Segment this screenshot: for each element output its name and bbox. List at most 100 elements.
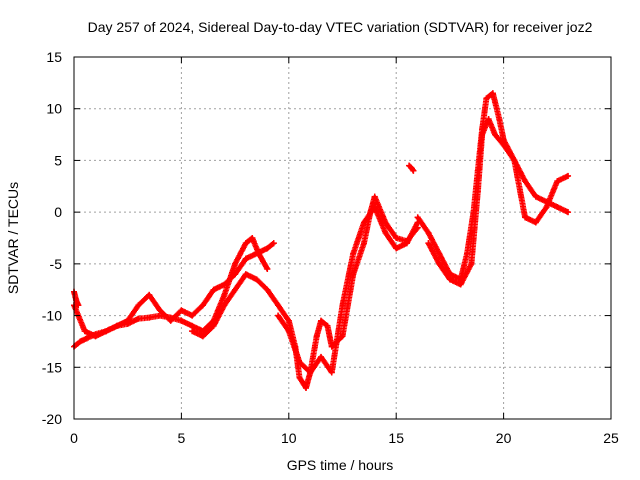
data-point — [360, 240, 367, 247]
data-point — [324, 322, 331, 329]
data-point — [199, 328, 206, 335]
data-point — [103, 328, 110, 335]
data-point — [474, 188, 481, 195]
data-point — [253, 250, 260, 257]
y-tick-label: -20 — [42, 411, 62, 427]
data-point — [135, 315, 142, 322]
data-point — [436, 260, 443, 267]
data-point — [253, 276, 260, 283]
data-point — [264, 266, 271, 273]
x-tick-label: 10 — [281, 430, 297, 446]
data-point — [124, 317, 131, 324]
data-point — [199, 302, 206, 309]
data-point — [81, 328, 88, 335]
data-point — [483, 95, 490, 102]
data-point — [457, 281, 464, 288]
data-point — [522, 214, 529, 221]
y-tick-label: -10 — [42, 308, 62, 324]
data-point — [313, 333, 320, 340]
series-track-7 — [406, 162, 417, 174]
data-point — [468, 260, 475, 267]
data-point — [135, 302, 142, 309]
data-point — [511, 157, 518, 164]
data-point — [532, 193, 539, 200]
x-tick-label: 15 — [388, 430, 404, 446]
data-point — [113, 322, 120, 329]
plot-frame — [73, 56, 612, 420]
data-point — [410, 167, 417, 174]
data-point — [328, 343, 335, 350]
y-tick-label: 5 — [54, 152, 62, 168]
data-point — [371, 203, 378, 210]
x-tick-label: 25 — [603, 430, 619, 446]
data-point — [232, 286, 239, 293]
data-point — [371, 193, 378, 200]
data-point — [464, 250, 471, 257]
data-point — [393, 235, 400, 241]
data-point — [156, 312, 163, 319]
data-point — [479, 131, 486, 138]
data-point — [178, 317, 185, 324]
data-point — [242, 255, 249, 262]
data-point — [275, 312, 282, 319]
data-point — [393, 245, 400, 252]
data-point — [221, 291, 228, 298]
data-point — [554, 178, 561, 185]
data-point — [242, 240, 249, 247]
data-point — [296, 374, 303, 381]
data-point — [210, 322, 217, 329]
y-axis-label: SDTVAR / TECUs — [5, 182, 21, 294]
data-point — [522, 178, 529, 185]
data-point — [302, 384, 309, 391]
data-point — [189, 322, 196, 329]
data-point — [92, 333, 99, 340]
data-point — [221, 281, 228, 288]
data-point — [264, 245, 271, 252]
data-point — [249, 235, 256, 241]
data-point — [328, 369, 335, 376]
data-point — [318, 353, 325, 360]
data-point — [360, 219, 367, 226]
data-point — [408, 164, 415, 171]
y-tick-label: 15 — [46, 49, 62, 65]
data-point — [189, 312, 196, 319]
data-point — [270, 240, 277, 247]
data-point — [425, 229, 432, 236]
x-axis-label: GPS time / hours — [287, 457, 394, 473]
data-point — [232, 271, 239, 278]
data-point — [210, 286, 217, 293]
data-point — [275, 302, 282, 309]
data-point — [436, 250, 443, 257]
data-point — [221, 302, 228, 309]
series-track-4 — [275, 203, 421, 376]
data-point — [199, 333, 206, 340]
data-point — [543, 203, 550, 210]
data-point — [178, 307, 185, 314]
data-point — [350, 250, 357, 257]
data-point — [318, 317, 325, 324]
data-point — [500, 141, 507, 148]
y-tick-label: 10 — [46, 101, 62, 117]
data-point — [382, 229, 389, 236]
data-point — [285, 328, 292, 335]
y-tick-label: -15 — [42, 359, 62, 375]
data-point — [532, 219, 539, 226]
data-point — [489, 90, 496, 97]
data-point — [565, 172, 572, 179]
data-point — [167, 317, 174, 324]
data-point — [496, 116, 503, 123]
data-point — [232, 260, 239, 267]
data-point — [492, 131, 499, 138]
x-tick-label: 0 — [70, 430, 78, 446]
data-point — [75, 302, 82, 309]
data-point — [403, 240, 410, 247]
y-tick-label: -5 — [50, 256, 63, 272]
x-tick-label: 5 — [178, 430, 186, 446]
data-point — [296, 359, 303, 366]
data-point — [242, 271, 249, 278]
data-point — [264, 286, 271, 293]
data-point — [485, 116, 492, 123]
data-point — [285, 317, 292, 324]
